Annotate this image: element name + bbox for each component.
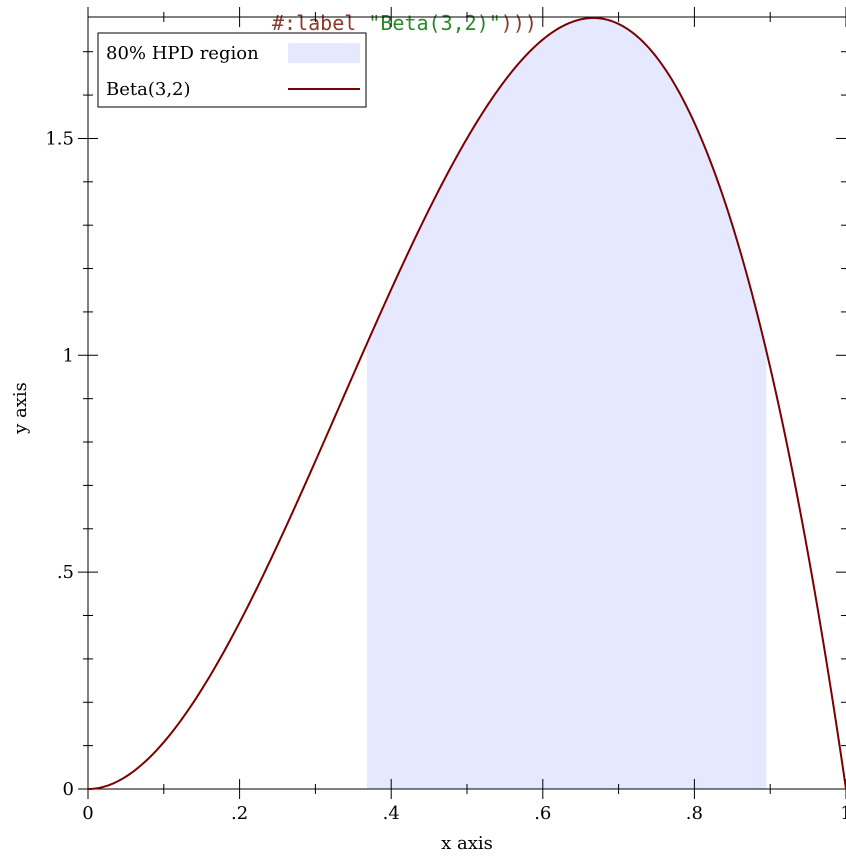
x-tick-label: .2 [231,803,248,824]
hpd-region-layer [366,17,767,790]
code-part-string: "Beta(3,2)" [368,11,500,35]
legend: 80% HPD region Beta(3,2) [97,32,367,108]
x-tick-label: 1 [840,803,846,824]
beta-curve [87,16,846,790]
legend-label: Beta(3,2) [106,79,191,100]
hpd-region [366,17,767,790]
legend-label: 80% HPD region [106,43,259,64]
x-tick-label: .6 [534,803,551,824]
x-tick-label: .8 [686,803,703,824]
code-part-label: #:label [272,11,368,35]
ticks-layer: 0 .2 .4 .6 .8 1 0 .5 1 1.5 [45,7,846,824]
y-axis-label: y axis [10,382,31,435]
y-tick-label: 0 [63,779,74,800]
x-tick-label: .4 [383,803,400,824]
y-tick-label: 1.5 [45,128,74,149]
legend-swatch-fill [288,43,360,63]
x-axis-label: x axis [441,833,493,854]
code-part-parens: ))) [501,11,537,35]
y-tick-label: 1 [63,345,74,366]
y-tick-label: .5 [57,562,74,583]
x-tick-label: 0 [82,803,93,824]
curve-layer [87,16,846,790]
top-code-text: #:label "Beta(3,2)"))) [272,11,537,35]
